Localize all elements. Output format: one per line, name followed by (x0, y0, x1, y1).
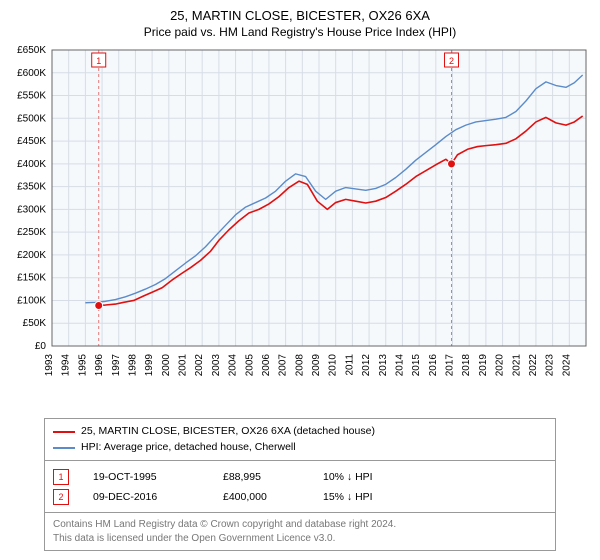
svg-text:2023: 2023 (545, 354, 556, 377)
sale-hpi-delta: 15% ↓ HPI (323, 491, 373, 503)
svg-text:1998: 1998 (127, 354, 138, 377)
svg-text:2015: 2015 (411, 354, 422, 377)
svg-text:2017: 2017 (445, 354, 456, 377)
footnote-line: Contains HM Land Registry data © Crown c… (53, 518, 547, 532)
page-subtitle: Price paid vs. HM Land Registry's House … (0, 23, 600, 43)
svg-text:£250K: £250K (17, 227, 46, 238)
chart-container: 25, MARTIN CLOSE, BICESTER, OX26 6XA Pri… (0, 0, 600, 560)
sale-hpi-delta: 10% ↓ HPI (323, 471, 373, 483)
sale-row: 1 19-OCT-1995 £88,995 10% ↓ HPI (53, 467, 547, 487)
svg-text:2013: 2013 (378, 354, 389, 377)
svg-text:£550K: £550K (17, 91, 46, 102)
svg-text:2011: 2011 (344, 354, 355, 376)
svg-text:2010: 2010 (328, 354, 339, 377)
legend-item: HPI: Average price, detached house, Cher… (53, 440, 547, 456)
svg-text:£600K: £600K (17, 68, 46, 79)
svg-text:2024: 2024 (561, 354, 572, 377)
svg-text:2002: 2002 (194, 354, 205, 377)
svg-text:£450K: £450K (17, 136, 46, 147)
svg-text:£650K: £650K (17, 45, 46, 56)
sales-table: 1 19-OCT-1995 £88,995 10% ↓ HPI 2 09-DEC… (44, 460, 556, 514)
legend-item: 25, MARTIN CLOSE, BICESTER, OX26 6XA (de… (53, 424, 547, 440)
svg-text:2022: 2022 (528, 354, 539, 377)
footnote-line: This data is licensed under the Open Gov… (53, 532, 547, 546)
legend-label: 25, MARTIN CLOSE, BICESTER, OX26 6XA (de… (81, 424, 375, 440)
sale-price: £400,000 (223, 491, 323, 503)
svg-text:2016: 2016 (428, 354, 439, 377)
svg-text:2019: 2019 (478, 354, 489, 377)
svg-text:2006: 2006 (261, 354, 272, 377)
sale-marker-icon: 1 (53, 469, 69, 485)
svg-text:£0: £0 (35, 341, 47, 352)
svg-text:1993: 1993 (44, 354, 55, 377)
svg-text:2007: 2007 (278, 354, 289, 377)
svg-text:2012: 2012 (361, 354, 372, 377)
sale-date: 19-OCT-1995 (93, 471, 223, 483)
svg-text:£100K: £100K (17, 295, 46, 306)
svg-text:1994: 1994 (61, 354, 72, 377)
legend-swatch (53, 431, 75, 433)
chart-area: £0 £50K £100K £150K £200K £250K £300K £350K £400… (0, 44, 600, 414)
legend-swatch (53, 447, 75, 449)
svg-text:£200K: £200K (17, 250, 46, 261)
legend: 25, MARTIN CLOSE, BICESTER, OX26 6XA (de… (44, 418, 556, 462)
svg-text:2000: 2000 (161, 354, 172, 377)
svg-text:1997: 1997 (111, 354, 122, 377)
svg-text:£400K: £400K (17, 159, 46, 170)
svg-text:2018: 2018 (461, 354, 472, 377)
svg-text:2003: 2003 (211, 354, 222, 377)
footnote: Contains HM Land Registry data © Crown c… (44, 512, 556, 551)
svg-text:1999: 1999 (144, 354, 155, 377)
sale-row: 2 09-DEC-2016 £400,000 15% ↓ HPI (53, 487, 547, 507)
svg-text:2014: 2014 (394, 354, 405, 377)
sale-date: 09-DEC-2016 (93, 491, 223, 503)
price-chart: £0 £50K £100K £150K £200K £250K £300K £350K £400… (0, 44, 600, 414)
svg-text:2: 2 (449, 56, 454, 66)
svg-text:2001: 2001 (178, 354, 189, 377)
svg-text:2021: 2021 (511, 354, 522, 377)
sale-price: £88,995 (223, 471, 323, 483)
svg-text:£350K: £350K (17, 182, 46, 193)
svg-text:2005: 2005 (244, 354, 255, 377)
svg-text:2004: 2004 (228, 354, 239, 377)
svg-text:2008: 2008 (294, 354, 305, 377)
svg-text:£50K: £50K (23, 318, 47, 329)
svg-text:£300K: £300K (17, 204, 46, 215)
svg-text:1: 1 (96, 56, 101, 66)
svg-text:1996: 1996 (94, 354, 105, 377)
legend-label: HPI: Average price, detached house, Cher… (81, 440, 296, 456)
svg-text:2020: 2020 (495, 354, 506, 377)
page-title: 25, MARTIN CLOSE, BICESTER, OX26 6XA (0, 0, 600, 23)
svg-text:2009: 2009 (311, 354, 322, 377)
svg-text:£500K: £500K (17, 113, 46, 124)
svg-text:1995: 1995 (77, 354, 88, 377)
sale-marker-icon: 2 (53, 489, 69, 505)
svg-text:£150K: £150K (17, 273, 46, 284)
